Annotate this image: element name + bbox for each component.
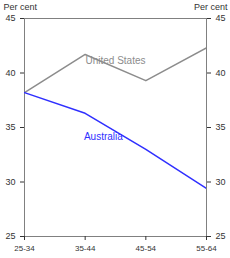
svg-text:30: 30 (216, 177, 226, 187)
svg-text:35: 35 (216, 122, 226, 132)
svg-text:Australia: Australia (84, 131, 123, 142)
svg-text:55-64: 55-64 (196, 244, 217, 253)
svg-text:United States: United States (85, 55, 145, 66)
svg-text:35-44: 35-44 (75, 244, 96, 253)
svg-text:25-34: 25-34 (14, 244, 35, 253)
svg-text:45-54: 45-54 (136, 244, 157, 253)
svg-text:40: 40 (5, 68, 15, 78)
svg-text:30: 30 (5, 177, 15, 187)
svg-text:45: 45 (5, 13, 15, 23)
svg-text:Per cent: Per cent (4, 2, 38, 12)
svg-text:40: 40 (216, 68, 226, 78)
svg-text:Per cent: Per cent (194, 2, 228, 12)
svg-text:25: 25 (5, 231, 15, 241)
svg-text:45: 45 (216, 13, 226, 23)
svg-text:25: 25 (216, 231, 226, 241)
svg-text:35: 35 (5, 122, 15, 132)
